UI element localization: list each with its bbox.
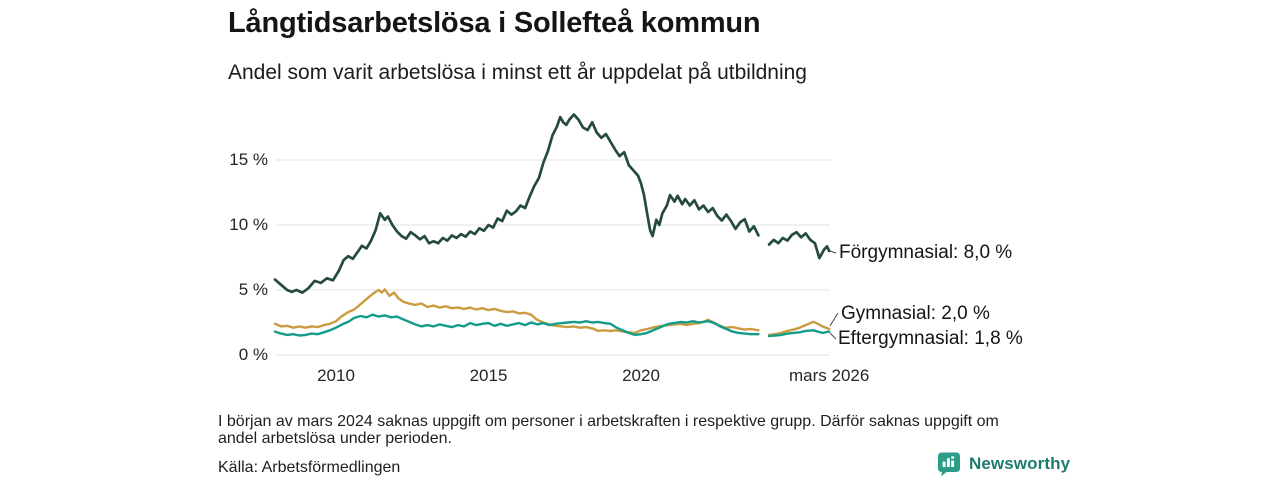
x-axis-tick-2010: 2010	[317, 366, 355, 385]
y-axis-tick-0: 0 %	[238, 345, 268, 364]
y-axis-tick-15: 15 %	[229, 150, 268, 169]
footnote-line-2: andel arbetslösa under perioden.	[218, 430, 452, 447]
newsworthy-logo-icon	[936, 451, 962, 477]
newsworthy-logo: Newsworthy	[936, 451, 1070, 477]
chart-footnote: I början av mars 2024 saknas uppgift om …	[218, 413, 999, 447]
x-axis-tick-2020: 2020	[622, 366, 660, 385]
series-line-eftergymnasial	[767, 329, 831, 338]
y-axis-tick-10: 10 %	[229, 215, 268, 234]
label-connector-forgymnasial	[829, 250, 837, 254]
series-line-eftergymnasial	[273, 313, 760, 337]
x-axis-tick-mars-2026: mars 2026	[789, 366, 870, 385]
label-connector-eftergymnasial	[829, 332, 837, 340]
series-line-gymnasial	[767, 320, 831, 337]
y-axis-tick-5: 5 %	[238, 280, 268, 299]
series-line-forgymnasial	[273, 113, 760, 294]
series-line-gymnasial	[273, 288, 760, 335]
chart-title: Långtidsarbetslösa i Sollefteå kommun	[228, 7, 761, 39]
x-axis-tick-2015: 2015	[469, 366, 508, 385]
label-connector-gymnasial	[829, 312, 839, 327]
footnote-line-1: I början av mars 2024 saknas uppgift om …	[218, 413, 999, 430]
series-line-forgymnasial	[767, 230, 831, 260]
chart-subtitle: Andel som varit arbetslösa i minst ett å…	[228, 61, 807, 84]
newsworthy-logo-text: Newsworthy	[969, 454, 1071, 473]
series-label-forgymnasial: Förgymnasial: 8,0 %	[839, 242, 1013, 263]
series-label-gymnasial: Gymnasial: 2,0 %	[841, 303, 990, 324]
series-label-eftergymnasial: Eftergymnasial: 1,8 %	[838, 328, 1023, 349]
source-note: Källa: Arbetsförmedlingen	[218, 459, 401, 476]
